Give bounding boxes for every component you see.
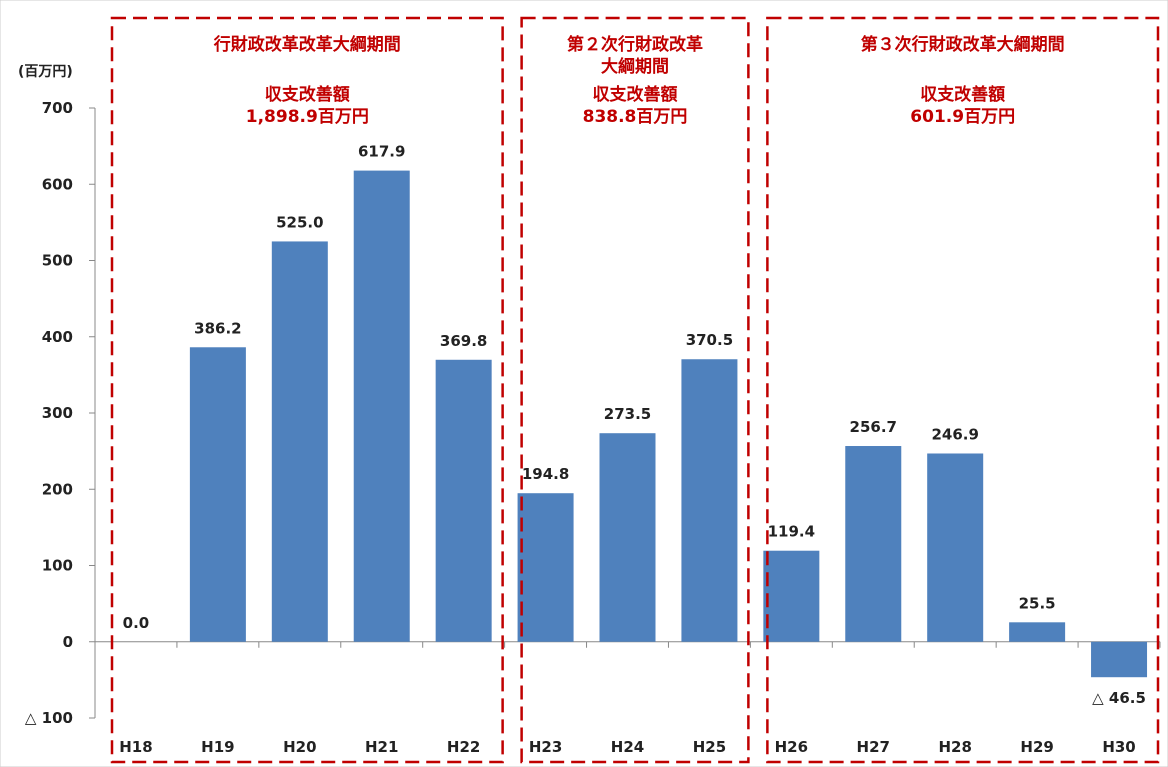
y-unit-label: (百万円)	[18, 64, 73, 80]
y-tick-label: 500	[42, 252, 73, 270]
x-tick-label: H30	[1102, 738, 1135, 756]
y-tick-label: 700	[42, 99, 73, 117]
x-tick-label: H19	[201, 738, 234, 756]
data-label: 525.0	[276, 213, 323, 231]
bar	[435, 359, 492, 642]
data-label: 256.7	[850, 418, 897, 436]
x-tick-label: H28	[938, 738, 971, 756]
bar	[517, 493, 574, 642]
bar	[763, 550, 820, 642]
bar	[845, 446, 902, 642]
data-label: 370.5	[686, 331, 733, 349]
period-annotation: 第２次行財政改革	[567, 34, 703, 55]
period-annotation: 601.9百万円	[910, 107, 1015, 127]
x-tick-label: H26	[775, 738, 808, 756]
y-tick-label: 200	[42, 480, 73, 498]
x-tick-label: H25	[693, 738, 726, 756]
bar	[353, 170, 410, 642]
bar	[1091, 641, 1148, 678]
period-box	[766, 16, 1160, 764]
data-label: 369.8	[440, 332, 487, 350]
data-label: 194.8	[522, 465, 569, 483]
y-tick-label: 100	[42, 557, 73, 575]
bar	[271, 241, 328, 642]
data-label: 0.0	[123, 614, 150, 632]
y-tick-label: 0	[63, 633, 73, 651]
period-annotation: 第３次行財政改革大綱期間	[861, 34, 1065, 55]
bar	[1009, 622, 1066, 642]
periods-layer: 行財政改革改革大綱期間収支改善額1,898.9百万円第２次行財政改革大綱期間収支…	[110, 16, 1160, 764]
axis-layer: 700 600 500 400 300 200 100 0 △ 100 H18 H19 H20 H21 H…	[25, 99, 1161, 756]
period-annotation: 収支改善額	[920, 84, 1005, 105]
y-tick-label: 600	[42, 175, 73, 193]
period-annotation: 1,898.9百万円	[246, 107, 369, 127]
bar	[927, 453, 984, 642]
period-annotation: 収支改善額	[593, 84, 678, 105]
x-tick-label: H29	[1020, 738, 1053, 756]
x-tick-label: H20	[283, 738, 316, 756]
data-label: 617.9	[358, 143, 405, 161]
period-annotation: 収支改善額	[265, 84, 350, 105]
y-tick-label: 300	[42, 404, 73, 422]
x-tick-label: H21	[365, 738, 398, 756]
x-tick-label: H23	[529, 738, 562, 756]
y-tick-label: △ 100	[25, 709, 73, 727]
period-box	[520, 16, 750, 764]
bars-layer: 0.0 386.2 525.0 617.9 369.8 194.8 273.5 370.5 11…	[123, 143, 1148, 707]
period-box	[110, 16, 504, 764]
period-annotation: 大綱期間	[601, 56, 669, 77]
x-tick-label: H22	[447, 738, 480, 756]
data-label: 119.4	[768, 523, 815, 541]
bar	[189, 347, 246, 642]
data-label: 25.5	[1019, 594, 1056, 612]
bar	[599, 433, 656, 642]
data-label: 273.5	[604, 405, 651, 423]
bar	[681, 359, 738, 642]
data-label: △ 46.5	[1092, 689, 1146, 707]
x-tick-label: H27	[857, 738, 890, 756]
data-label: 246.9	[931, 425, 978, 443]
y-tick-label: 400	[42, 328, 73, 346]
period-annotation: 838.8百万円	[583, 107, 688, 127]
x-tick-label: H18	[119, 738, 152, 756]
x-tick-label: H24	[611, 738, 644, 756]
data-label: 386.2	[194, 319, 241, 337]
period-annotation: 行財政改革改革大綱期間	[213, 34, 401, 55]
